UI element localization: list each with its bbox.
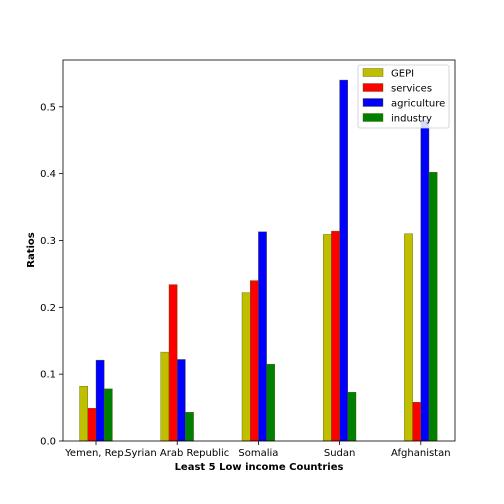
bar-agriculture-2 [258, 231, 267, 442]
y-tick-label: 0.4 [40, 169, 56, 180]
bar-services-2 [249, 280, 259, 442]
x-tick-label: Somalia [238, 448, 278, 459]
y-axis-label: Ratios [26, 232, 37, 268]
bar-industry-3 [347, 392, 357, 442]
x-axis-label: Least 5 Low income Countries [175, 462, 344, 473]
bar-services-4 [412, 402, 422, 442]
bar-agriculture-3 [339, 79, 349, 442]
bar-GEPI-0 [79, 385, 88, 442]
y-tick-label: 0.0 [40, 437, 56, 448]
legend-label-industry: industry [391, 114, 432, 125]
legend-swatch-industry [362, 113, 384, 122]
plot-frame [62, 59, 456, 442]
y-tick-label: 0.1 [40, 370, 56, 381]
bar-GEPI-4 [404, 233, 413, 442]
x-axis: Yemen, Rep.Syrian Arab Republic Somalia Su… [64, 441, 451, 459]
bar-GEPI-3 [323, 234, 332, 442]
legend-box [357, 64, 450, 129]
legend-label-agriculture: agriculture [391, 99, 445, 110]
bar-industry-2 [266, 363, 276, 442]
legend: GEPI services agriculture industry [357, 64, 450, 129]
bar-agriculture-0 [95, 359, 105, 442]
bar-services-3 [331, 230, 340, 442]
x-tick-label: Syrian Arab Republic [125, 448, 229, 459]
bar-GEPI-2 [241, 292, 251, 442]
bar-industry-0 [103, 388, 113, 442]
bar-services-0 [87, 408, 97, 442]
legend-label-GEPI: GEPI [391, 69, 414, 80]
legend-swatch-agriculture [362, 98, 384, 107]
bar-agriculture-1 [176, 359, 186, 442]
y-tick-label: 0.5 [40, 102, 56, 113]
bar-industry-4 [428, 172, 438, 442]
y-tick-label: 0.2 [40, 303, 56, 314]
bar-services-1 [168, 284, 178, 442]
y-tick-label: 0.3 [40, 236, 56, 247]
x-tick-label: Yemen, Rep. [64, 448, 127, 459]
bar-industry-1 [185, 412, 194, 442]
y-axis: 0.0 0.1 0.2 0.3 0.4 0.5 [40, 102, 63, 448]
x-tick-label: Sudan [324, 448, 356, 459]
bar-agriculture-4 [420, 119, 430, 442]
legend-swatch-GEPI [362, 68, 384, 77]
x-tick-label: Afghanistan [391, 448, 451, 459]
legend-swatch-services [362, 83, 384, 92]
bar-GEPI-1 [160, 351, 170, 442]
legend-label-services: services [391, 84, 432, 95]
